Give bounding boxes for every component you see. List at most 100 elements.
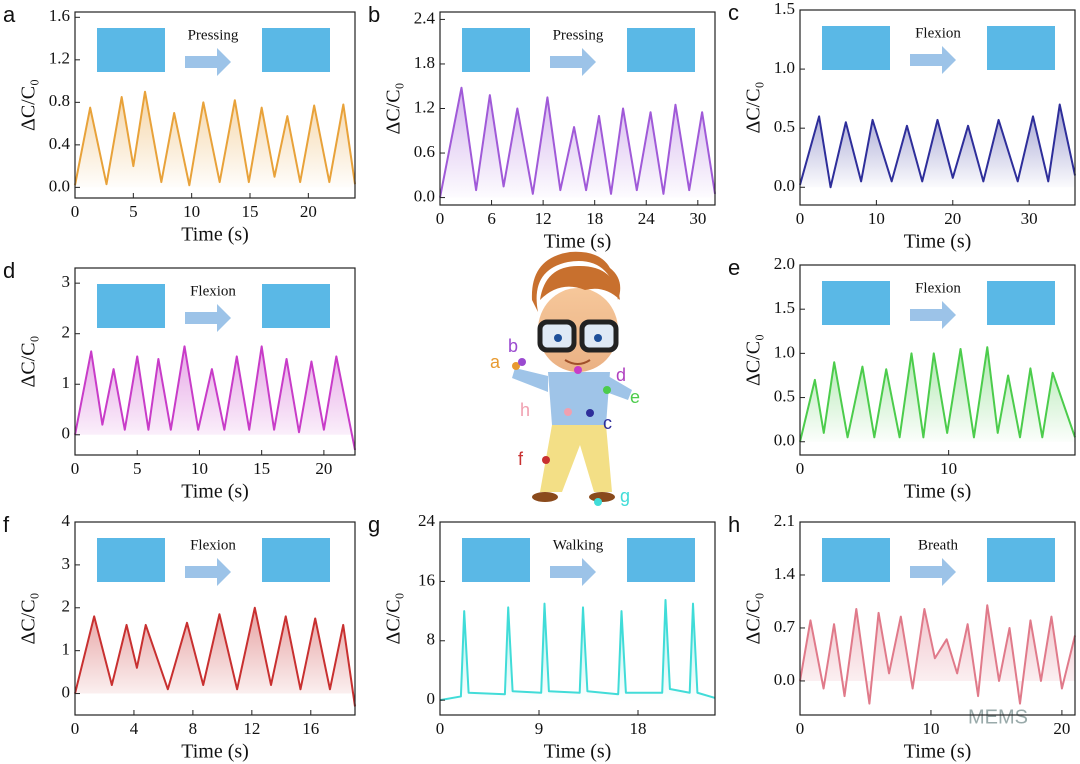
y-tick-label: 0.0 — [774, 176, 795, 195]
cartoon — [512, 251, 632, 506]
area-fill — [75, 346, 355, 450]
shoe — [589, 492, 615, 502]
inset-photo — [462, 538, 530, 582]
line — [74, 345, 356, 451]
y-tick-label: 8 — [427, 630, 436, 649]
plot-frame — [74, 11, 356, 199]
inset-photo — [627, 538, 695, 582]
area-fill — [800, 104, 1075, 188]
y-axis-title: ΔC/C₀ — [383, 592, 405, 644]
arrow — [910, 301, 956, 329]
arrow — [185, 48, 231, 76]
mouth — [564, 359, 591, 365]
x-tick-label: 0 — [796, 209, 805, 228]
y-tick-label: 0.7 — [774, 617, 796, 636]
annotation: Pressing — [188, 27, 239, 43]
x-tick-label: 30 — [689, 209, 706, 228]
x-tick-label: 6 — [487, 209, 496, 228]
cartoon-label: d — [616, 365, 626, 385]
x-axis-title: Time (s) — [544, 741, 612, 763]
sensor-dot — [564, 408, 572, 416]
hair — [531, 251, 621, 312]
arrow — [550, 558, 596, 586]
y-tick-label: 0.0 — [49, 176, 70, 195]
cartoon-label: c — [603, 413, 612, 433]
cartoon-label: g — [620, 486, 630, 506]
chart: Flexion 0 10 20 30 0.0 0.5 1.0 1.5 Time (s) ΔC/C₀ c — [728, 0, 1076, 253]
x-axis-title: Time (s) — [904, 231, 972, 253]
line — [74, 90, 356, 187]
x-tick-label: 20 — [315, 459, 332, 478]
x-tick-label: 5 — [133, 459, 142, 478]
y-tick-label: 0 — [62, 682, 71, 701]
y-tick-label: 2 — [62, 597, 71, 616]
plot-frame — [74, 267, 356, 456]
line — [439, 86, 716, 198]
y-tick-label: 0.0 — [774, 431, 795, 450]
cartoon-label: h — [520, 400, 530, 420]
annotation: Flexion — [915, 25, 961, 41]
annotation: Flexion — [190, 283, 236, 299]
x-axis-title: Time (s) — [181, 741, 249, 763]
panel-label: a — [3, 2, 16, 27]
annotation: Pressing — [553, 27, 604, 43]
y-tick-label: 0.4 — [49, 134, 71, 153]
y-tick-label: 1.5 — [774, 0, 795, 18]
x-tick-label: 20 — [300, 202, 317, 221]
inset-photo — [987, 538, 1055, 582]
y-axis-title: ΔC/C₀ — [383, 82, 405, 134]
panel-label: f — [3, 512, 10, 537]
inset-photo — [822, 281, 890, 325]
x-tick-label: 16 — [302, 719, 319, 738]
plot-frame — [799, 521, 1076, 716]
panel-label: h — [728, 512, 740, 537]
inset-photo — [97, 538, 165, 582]
y-tick-label: 1.0 — [774, 342, 795, 361]
x-axis-title: Time (s) — [904, 481, 972, 503]
x-tick-label: 0 — [796, 459, 805, 478]
x-tick-label: 12 — [535, 209, 552, 228]
y-tick-label: 0 — [62, 424, 71, 443]
inset-photo — [822, 538, 890, 582]
y-tick-label: 0.8 — [49, 91, 70, 110]
x-tick-label: 4 — [130, 719, 139, 738]
plot-frame — [799, 9, 1076, 206]
x-tick-label: 18 — [586, 209, 603, 228]
chart: Walking 0 9 18 0 8 16 24 Time (s) ΔC/C₀ g — [368, 511, 716, 763]
line — [439, 598, 716, 702]
chart: Pressing 0 5 10 15 20 0.0 0.4 0.8 1.2 1.6 Time (s) Δ… — [3, 2, 356, 246]
y-tick-label: 1.8 — [414, 53, 435, 72]
panel-label: g — [368, 512, 380, 537]
shoe — [532, 492, 558, 502]
y-tick-label: 1.2 — [49, 49, 70, 68]
y-axis-title: ΔC/C₀ — [18, 79, 40, 131]
pants — [540, 425, 612, 492]
y-tick-label: 1.6 — [49, 6, 70, 25]
inset-photo — [627, 28, 695, 72]
arm — [606, 376, 632, 400]
sensor-dot — [518, 358, 526, 366]
area-fill — [440, 599, 715, 701]
annotation: Breath — [918, 537, 958, 553]
x-tick-label: 24 — [638, 209, 656, 228]
plot-frame — [74, 521, 356, 716]
inset-photo — [987, 26, 1055, 70]
x-tick-label: 10 — [183, 202, 200, 221]
x-tick-label: 30 — [1021, 209, 1038, 228]
y-axis-title: ΔC/C₀ — [743, 592, 765, 644]
y-tick-label: 1.5 — [774, 298, 795, 317]
x-axis-title: Time (s) — [904, 741, 972, 763]
y-tick-label: 24 — [418, 511, 436, 530]
annotation: Walking — [553, 537, 604, 553]
sensor-dot — [574, 366, 582, 374]
line — [799, 346, 1076, 442]
chart: Pressing 0 6 12 18 24 30 0.0 0.6 1.2 1.8 2.4 Time (s… — [368, 2, 716, 253]
x-tick-label: 20 — [944, 209, 961, 228]
y-tick-label: 0.5 — [774, 386, 795, 405]
area-fill — [75, 607, 355, 707]
watermark: MEMS — [968, 706, 1028, 728]
y-tick-label: 0.6 — [414, 142, 435, 161]
x-tick-label: 0 — [436, 719, 445, 738]
